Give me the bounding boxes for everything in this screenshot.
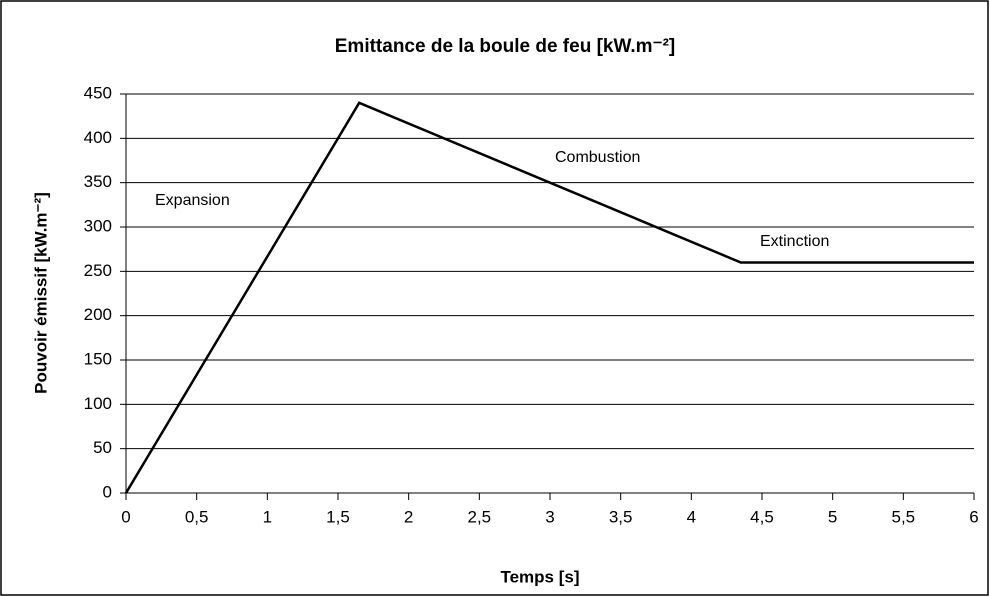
x-tick-label: 5,5 <box>892 507 916 526</box>
x-tick-label: 0,5 <box>185 507 209 526</box>
y-tick-label: 400 <box>84 128 112 147</box>
y-tick-label: 450 <box>84 83 112 102</box>
y-tick-label: 200 <box>84 305 112 324</box>
x-tick-label: 2 <box>404 507 413 526</box>
x-tick-label: 3 <box>545 507 554 526</box>
y-tick-label: 150 <box>84 349 112 368</box>
data-line <box>124 101 974 494</box>
annotation: Combustion <box>555 149 640 166</box>
y-axis-label: Pouvoir émissif [kW.m⁻²] <box>31 192 50 394</box>
x-tick-label: 4,5 <box>750 507 774 526</box>
chart-title: Emittance de la boule de feu [kW.m⁻²] <box>335 36 675 57</box>
x-tick-label: 0 <box>121 507 130 526</box>
annotation: Expansion <box>155 192 230 209</box>
annotation: Extinction <box>760 233 829 250</box>
x-axis-label: Temps [s] <box>500 567 579 586</box>
y-tick-label: 350 <box>84 172 112 191</box>
y-tick-label: 0 <box>103 482 112 501</box>
y-tick-label: 100 <box>84 394 112 413</box>
x-tick-label: 4 <box>687 507 696 526</box>
x-tick-label: 5 <box>828 507 837 526</box>
x-tick-label: 1,5 <box>326 507 350 526</box>
y-tick-label: 300 <box>84 216 112 235</box>
y-tick-label: 50 <box>93 438 112 457</box>
y-tick-label: 250 <box>84 261 112 280</box>
x-tick-label: 2,5 <box>468 507 492 526</box>
x-tick-label: 6 <box>969 507 978 526</box>
x-tick-label: 3,5 <box>609 507 633 526</box>
x-tick-label: 1 <box>263 507 272 526</box>
